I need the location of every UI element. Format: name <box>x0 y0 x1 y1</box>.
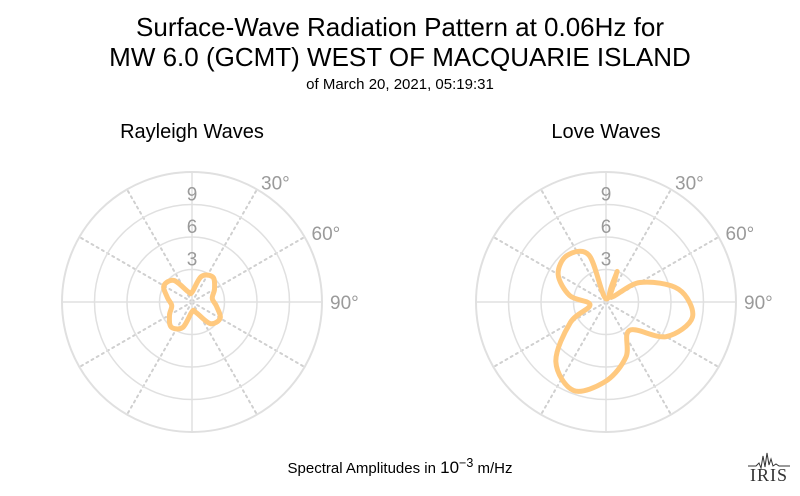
rayleigh-ring-9 <box>93 203 291 401</box>
footer-unit-suffix: m/Hz <box>473 460 513 477</box>
rayleigh-radial-tick-label: 3 <box>187 250 198 271</box>
rayleigh-angle-tick-label: 90° <box>330 293 359 314</box>
rayleigh-angle-tick-label: 60° <box>312 224 341 245</box>
footer-unit-exponent: −3 <box>459 456 474 470</box>
love-radiation-pattern-line <box>553 248 696 394</box>
love-radial-tick-label: 6 <box>601 217 612 238</box>
footer-units: Spectral Amplitudes in 10−3 m/Hz <box>0 456 800 478</box>
love-angle-tick-label: 90° <box>744 293 773 314</box>
iris-logo: IRIS <box>746 450 792 486</box>
love-ring-6 <box>540 236 672 368</box>
love-angle-tick-label: 60° <box>726 224 755 245</box>
footer-unit-base: 10 <box>440 458 460 477</box>
love-ring-9 <box>507 203 705 401</box>
chart-subtitle: of March 20, 2021, 05:19:31 <box>306 76 494 93</box>
love-outer-ring <box>475 171 737 433</box>
logo-text: IRIS <box>749 465 788 485</box>
love-angle-tick-label: 30° <box>675 173 704 194</box>
rayleigh-title: Rayleigh Waves <box>120 121 264 143</box>
rayleigh-ring-6 <box>126 236 258 368</box>
rayleigh-ring-3 <box>158 268 226 336</box>
rayleigh-radial-tick-label: 9 <box>187 185 198 206</box>
love-radial-tick-label: 3 <box>601 250 612 271</box>
love-title: Love Waves <box>551 121 660 143</box>
love-radial-tick-label: 9 <box>601 185 612 206</box>
chart-title-line-1: Surface-Wave Radiation Pattern at 0.06Hz… <box>136 12 664 42</box>
rayleigh-radiation-pattern-line <box>161 272 223 332</box>
rayleigh-outer-ring <box>61 171 323 433</box>
love-ring-3 <box>572 268 640 336</box>
seismogram-icon <box>748 452 790 470</box>
rayleigh-radial-tick-label: 6 <box>187 217 198 238</box>
footer-prefix: Spectral Amplitudes in <box>287 460 441 477</box>
chart-title-line-2: MW 6.0 (GCMT) WEST OF MACQUARIE ISLAND <box>109 42 691 72</box>
rayleigh-angle-tick-label: 30° <box>261 173 290 194</box>
